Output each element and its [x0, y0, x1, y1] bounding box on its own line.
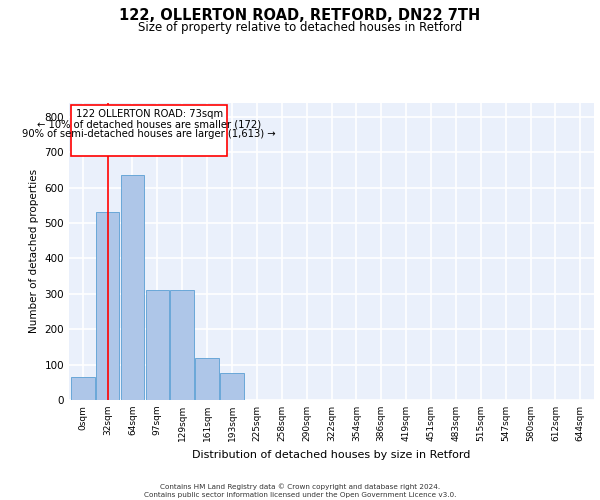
Bar: [220, 374, 244, 400]
Bar: [71, 377, 95, 400]
Bar: [121, 175, 144, 400]
Text: Contains HM Land Registry data © Crown copyright and database right 2024.
Contai: Contains HM Land Registry data © Crown c…: [144, 484, 456, 498]
Bar: [146, 290, 169, 400]
Bar: [96, 212, 119, 400]
Text: 122 OLLERTON ROAD: 73sqm: 122 OLLERTON ROAD: 73sqm: [76, 109, 223, 119]
Y-axis label: Number of detached properties: Number of detached properties: [29, 169, 39, 334]
Bar: [170, 290, 194, 400]
Text: Size of property relative to detached houses in Retford: Size of property relative to detached ho…: [138, 21, 462, 34]
FancyBboxPatch shape: [71, 105, 227, 156]
Text: 90% of semi-detached houses are larger (1,613) →: 90% of semi-detached houses are larger (…: [22, 129, 276, 139]
Text: 122, OLLERTON ROAD, RETFORD, DN22 7TH: 122, OLLERTON ROAD, RETFORD, DN22 7TH: [119, 8, 481, 22]
X-axis label: Distribution of detached houses by size in Retford: Distribution of detached houses by size …: [193, 450, 470, 460]
Bar: [195, 358, 219, 400]
Text: ← 10% of detached houses are smaller (172): ← 10% of detached houses are smaller (17…: [37, 120, 262, 130]
